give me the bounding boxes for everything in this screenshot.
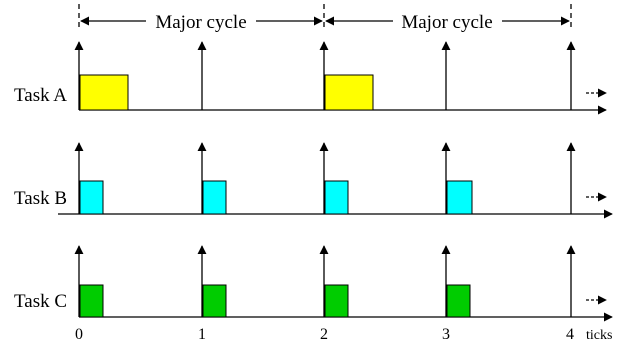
task-a-label: Task A <box>14 85 67 106</box>
cycle-1: Major cycle <box>80 12 323 33</box>
task-b-job-4 <box>446 180 473 215</box>
task-row-a: Task A <box>14 41 607 115</box>
task-c-job-2 <box>202 284 227 318</box>
cycle-1-label: Major cycle <box>155 12 246 33</box>
cycle-2-label: Major cycle <box>401 12 492 33</box>
task-row-b: Task B <box>14 142 613 219</box>
task-b-job-3 <box>324 180 349 215</box>
task-c-label: Task C <box>14 291 67 312</box>
tick-label-1: 1 <box>198 326 206 343</box>
tick-label-4: 4 <box>566 326 574 343</box>
x-unit-label: ticks <box>586 328 612 343</box>
tick-labels: 0 1 2 3 4 ticks <box>75 326 612 343</box>
task-a-job-2 <box>324 74 374 111</box>
task-row-c: Task C <box>14 245 613 322</box>
task-b-label: Task B <box>14 188 67 209</box>
task-c-job-3 <box>324 284 349 318</box>
task-b-job-1 <box>79 180 104 215</box>
task-b-job-2 <box>202 180 227 215</box>
tick-label-0: 0 <box>75 326 83 343</box>
task-c-job-1 <box>79 284 104 318</box>
cycle-boundaries <box>78 4 572 28</box>
task-a-job-1 <box>79 74 129 111</box>
cycle-2: Major cycle <box>325 12 570 33</box>
tick-label-3: 3 <box>442 326 450 343</box>
tick-label-2: 2 <box>320 326 328 343</box>
task-c-job-4 <box>446 284 471 318</box>
